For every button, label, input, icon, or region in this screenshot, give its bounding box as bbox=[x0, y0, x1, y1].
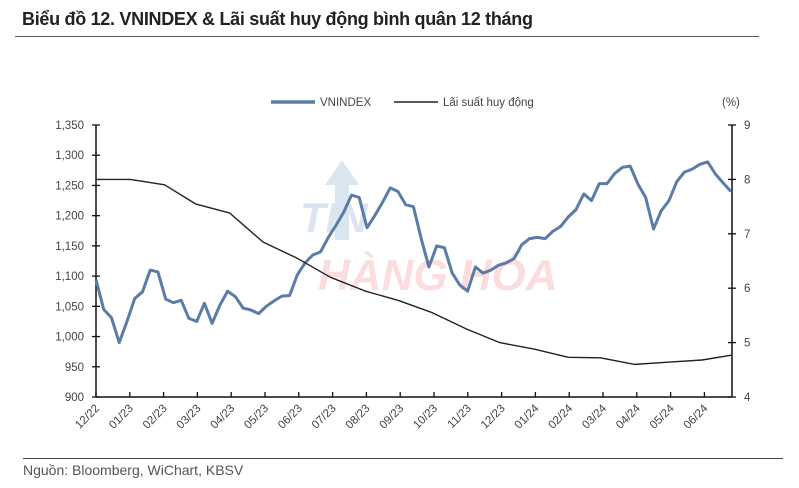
right-axis-tick-label: 4 bbox=[744, 392, 751, 404]
left-axis-tick-label: 1,050 bbox=[55, 301, 84, 313]
svg-text:TIN: TIN bbox=[300, 194, 369, 241]
x-axis-tick-label: 08/23 bbox=[344, 403, 373, 432]
x-axis-tick-label: 01/23 bbox=[107, 403, 136, 432]
x-axis-tick-label: 07/23 bbox=[310, 403, 339, 432]
x-axis-tick-label: 12/23 bbox=[479, 403, 508, 432]
left-axis-tick-label: 1,300 bbox=[55, 150, 84, 162]
x-axis-tick-label: 03/23 bbox=[175, 403, 204, 432]
right-axis-tick-label: 8 bbox=[744, 174, 750, 186]
legend-label-rate: Lãi suất huy động bbox=[443, 97, 534, 109]
legend-label-vnindex: VNINDEX bbox=[320, 97, 371, 109]
left-axis-tick-label: 900 bbox=[65, 392, 84, 404]
x-axis-tick-label: 06/23 bbox=[276, 403, 305, 432]
title-divider bbox=[15, 36, 759, 37]
right-axis-unit: (%) bbox=[722, 97, 740, 109]
left-axis-tick-label: 1,250 bbox=[55, 180, 84, 192]
right-axis-tick-label: 9 bbox=[744, 120, 750, 132]
source-note: Nguồn: Bloomberg, WiChart, KBSV bbox=[23, 462, 244, 478]
left-axis-tick-label: 1,150 bbox=[55, 241, 84, 253]
deposit-rate-line bbox=[96, 178, 733, 366]
right-axis-tick-label: 5 bbox=[744, 338, 750, 350]
left-axis-tick-label: 1,100 bbox=[55, 271, 84, 283]
x-axis-tick-label: 04/23 bbox=[208, 403, 237, 432]
legend: VNINDEX Lãi suất huy động (%) bbox=[271, 97, 740, 109]
x-axis-tick-label: 02/24 bbox=[546, 402, 575, 431]
svg-text:HÀNG HÓA: HÀNG HÓA bbox=[318, 250, 558, 300]
left-axis-tick-label: 1,350 bbox=[55, 120, 84, 132]
x-axis-tick-label: 10/23 bbox=[411, 403, 440, 432]
x-axis-tick-label: 01/24 bbox=[513, 402, 542, 431]
x-axis-tick-label: 05/24 bbox=[648, 402, 677, 431]
source-divider bbox=[23, 458, 783, 459]
right-axis-tick-label: 6 bbox=[744, 283, 750, 295]
x-axis-tick-label: 12/22 bbox=[73, 403, 102, 432]
right-axis-tick-label: 7 bbox=[744, 229, 750, 241]
x-axis-tick-label: 05/23 bbox=[242, 403, 271, 432]
x-axis-tick-label: 03/24 bbox=[580, 402, 609, 431]
x-axis-tick-label: 02/23 bbox=[141, 403, 170, 432]
x-axis-tick-label: 06/24 bbox=[682, 402, 711, 431]
left-axis-tick-label: 950 bbox=[65, 362, 84, 374]
x-axis-tick-label: 11/23 bbox=[446, 403, 474, 431]
watermark-logo: TIN HÀNG HÓA bbox=[300, 160, 558, 300]
x-axis-tick-label: 09/23 bbox=[377, 403, 406, 432]
chart-title: Biểu đồ 12. VNINDEX & Lãi suất huy động … bbox=[22, 9, 533, 29]
left-axis-tick-label: 1,000 bbox=[55, 332, 84, 344]
left-axis-tick-label: 1,200 bbox=[55, 211, 84, 223]
x-axis-tick-label: 04/24 bbox=[614, 402, 643, 431]
